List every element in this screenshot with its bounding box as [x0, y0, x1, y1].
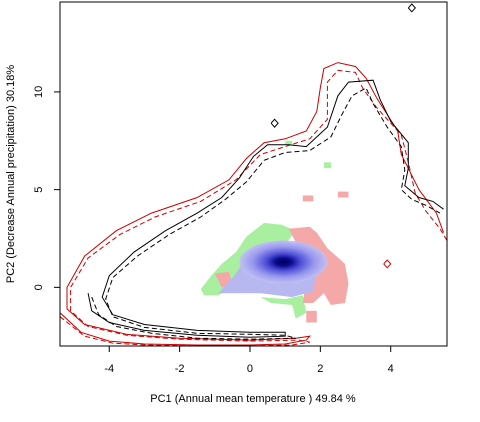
- y-axis: 0 5 10: [33, 86, 60, 290]
- contour-lines: [60, 3, 447, 346]
- y-tick-label: 10: [33, 86, 45, 98]
- contour-black-solid: [407, 3, 416, 13]
- density-layer: [218, 240, 328, 298]
- overlap-region-pink: [337, 191, 349, 198]
- plot-frame: [59, 1, 448, 347]
- overlap-regions: [200, 140, 349, 323]
- x-tick-label: -2: [175, 363, 185, 375]
- contour-black-solid: [87, 79, 444, 338]
- x-tick-label: -4: [104, 363, 114, 375]
- contour-red-solid: [60, 62, 444, 346]
- overlap-region-green: [260, 295, 307, 319]
- y-tick-label: 0: [33, 284, 45, 290]
- x-axis-label: PC1 (Annual mean temperature ) 49.84 %: [150, 393, 356, 405]
- y-tick-label: 5: [33, 187, 45, 193]
- contour-red-solid: [383, 259, 392, 269]
- x-tick-label: 4: [388, 363, 394, 375]
- overlap-region-green: [323, 162, 331, 169]
- x-axis: -4 -2 0 2 4: [104, 346, 394, 375]
- plot-area: [60, 3, 447, 346]
- contour-red-dashed: [60, 69, 447, 346]
- contour-black-solid: [270, 118, 279, 128]
- x-tick-label: 2: [317, 363, 323, 375]
- overlap-region-green: [285, 140, 293, 145]
- density-core: [239, 240, 328, 284]
- x-tick-label: 0: [247, 363, 253, 375]
- overlap-region-pink: [302, 195, 314, 202]
- contour-black-dashed: [91, 87, 441, 340]
- y-axis-label: PC2 (Decrease Annual precipitation) 30.1…: [5, 65, 17, 284]
- overlap-region-pink: [306, 310, 317, 323]
